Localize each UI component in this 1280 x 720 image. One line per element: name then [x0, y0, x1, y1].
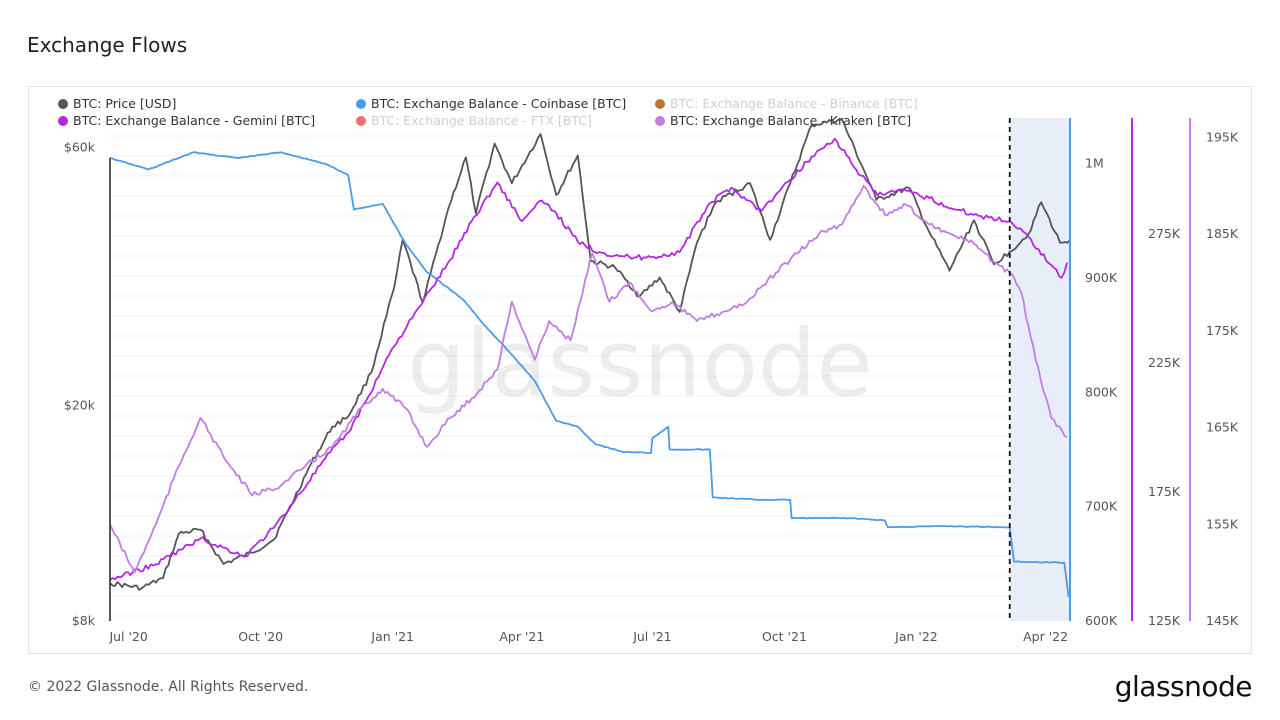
legend-dot-icon [58, 115, 68, 126]
legend-label: BTC: Price [USD] [73, 96, 177, 111]
watermark-text: glassnode [407, 310, 873, 417]
series-line [109, 151, 1070, 598]
gemini-tick-label: 275K [1148, 226, 1181, 241]
coinbase-tick-label: 800K [1085, 384, 1118, 399]
legend-label: BTC: Exchange Balance - Coinbase [BTC] [371, 96, 627, 111]
axes-layer: Jul '20 Oct '20 Jan '21 Apr '21 Jul '21 Oct '… [64, 118, 1239, 644]
legend-item-price[interactable]: BTC: Price [USD] [58, 96, 176, 111]
glassnode-logo[interactable]: glassnode [1114, 670, 1253, 703]
coinbase-tick-label: 700K [1085, 499, 1118, 514]
legend-dot-icon [655, 115, 665, 126]
series-line [109, 137, 1068, 581]
legend-item-kraken[interactable]: BTC: Exchange Balance - Kraken [BTC] [655, 113, 911, 128]
kraken-tick-label: 175K [1206, 323, 1239, 338]
kraken-tick-label: 165K [1206, 420, 1239, 435]
x-tick-label: Apr '21 [499, 629, 544, 644]
legend-label: BTC: Exchange Balance - Kraken [BTC] [670, 113, 912, 128]
kraken-tick-label: 195K [1206, 129, 1239, 144]
x-tick-label: Jan '21 [370, 629, 414, 644]
x-tick-label: Jan '22 [894, 629, 938, 644]
x-tick-label: Oct '20 [238, 629, 283, 644]
series-layer [109, 118, 1071, 598]
x-tick-label: Jul '20 [108, 629, 147, 644]
series-line [109, 184, 1068, 574]
legend-item-binance[interactable]: BTC: Exchange Balance - Binance [BTC] [655, 96, 918, 111]
price-tick-label: $20k [64, 398, 96, 413]
price-tick-label: $8k [72, 613, 96, 628]
price-tick-label: $60k [64, 139, 96, 154]
coinbase-tick-label: 1M [1085, 156, 1104, 171]
coinbase-tick-label: 900K [1085, 270, 1118, 285]
legend-dot-icon [356, 115, 366, 126]
chart-frame [28, 86, 1252, 654]
legend-item-gemini[interactable]: BTC: Exchange Balance - Gemini [BTC] [58, 113, 315, 128]
page-title: Exchange Flows [27, 33, 188, 57]
x-tick-label: Oct '21 [762, 629, 807, 644]
legend-dot-icon [655, 98, 665, 109]
legend-label: BTC: Exchange Balance - Binance [BTC] [670, 96, 918, 111]
coinbase-tick-label: 600K [1085, 613, 1118, 628]
kraken-tick-label: 155K [1206, 516, 1239, 531]
legend-label: BTC: Exchange Balance - FTX [BTC] [371, 113, 592, 128]
gemini-tick-label: 175K [1148, 484, 1181, 499]
legend-label: BTC: Exchange Balance - Gemini [BTC] [73, 113, 316, 128]
gemini-tick-label: 225K [1148, 355, 1181, 370]
highlight-band [1009, 118, 1070, 621]
kraken-tick-label: 185K [1206, 226, 1239, 241]
legend-dot-icon [58, 98, 68, 109]
x-tick-label: Jul '21 [632, 629, 671, 644]
legend-dot-icon [356, 98, 366, 109]
x-tick-label: Apr '22 [1023, 629, 1068, 644]
gemini-tick-label: 125K [1148, 613, 1181, 628]
copyright-text: © 2022 Glassnode. All Rights Reserved. [28, 679, 309, 695]
legend-item-coinbase[interactable]: BTC: Exchange Balance - Coinbase [BTC] [356, 96, 626, 111]
legend-item-ftx[interactable]: BTC: Exchange Balance - FTX [BTC] [356, 113, 592, 128]
kraken-tick-label: 145K [1206, 613, 1239, 628]
